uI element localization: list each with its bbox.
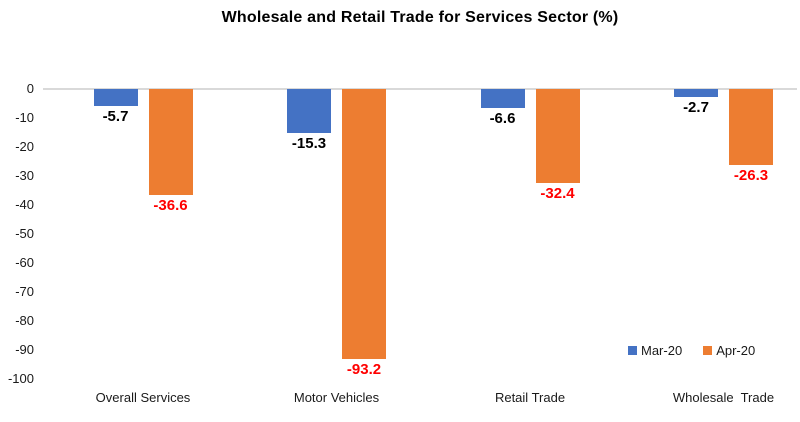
category-label: Overall Services xyxy=(95,390,191,405)
data-label: -32.4 xyxy=(540,184,575,202)
bar-apr-20-0 xyxy=(148,89,193,196)
data-label: -5.7 xyxy=(102,107,129,125)
bar-apr-20-3 xyxy=(729,89,773,166)
legend-swatch-icon xyxy=(628,346,637,355)
data-label: -93.2 xyxy=(346,361,382,379)
bar-apr-20-1 xyxy=(342,89,386,360)
legend-label: Mar-20 xyxy=(641,343,683,358)
y-axis-tick-label: -80 xyxy=(15,313,34,328)
y-axis-tick-label: -100 xyxy=(7,371,34,386)
bar-apr-20-2 xyxy=(535,89,580,183)
legend-swatch-icon xyxy=(703,346,713,355)
y-axis-tick-label: 0 xyxy=(26,81,34,96)
bar-mar-20-2 xyxy=(480,89,525,109)
legend-label: Apr-20 xyxy=(716,343,756,358)
legend-item-apr-20: Apr-20 xyxy=(703,343,755,358)
y-axis-tick-label: -50 xyxy=(15,226,34,241)
category-label: Retail Trade xyxy=(494,390,566,405)
y-axis-tick-label: -90 xyxy=(15,342,34,357)
chart-title: Wholesale and Retail Trade for Services … xyxy=(221,9,619,26)
y-axis-tick-label: -10 xyxy=(15,110,34,125)
data-label: -6.6 xyxy=(489,110,516,128)
bar-mar-20-3 xyxy=(674,89,718,97)
zero-axis-line xyxy=(43,88,797,90)
y-axis-tick-label: -70 xyxy=(15,284,34,299)
y-axis-tick-label: -60 xyxy=(15,255,34,270)
bar-mar-20-0 xyxy=(93,89,138,106)
legend-item-mar-20: Mar-20 xyxy=(628,343,682,358)
y-axis-tick-label: -20 xyxy=(15,139,34,154)
y-axis-tick-label: -30 xyxy=(15,168,34,183)
bar-mar-20-1 xyxy=(287,89,331,134)
y-axis-tick-label: -40 xyxy=(15,197,34,212)
data-label: -26.3 xyxy=(733,167,769,185)
category-label: Motor Vehicles xyxy=(293,390,380,405)
data-label: -15.3 xyxy=(291,135,327,153)
data-label: -2.7 xyxy=(683,98,709,116)
legend: Mar-20 Apr-20 xyxy=(628,343,755,358)
category-label: Wholesale Trade xyxy=(672,390,775,405)
data-label: -36.6 xyxy=(153,197,188,215)
